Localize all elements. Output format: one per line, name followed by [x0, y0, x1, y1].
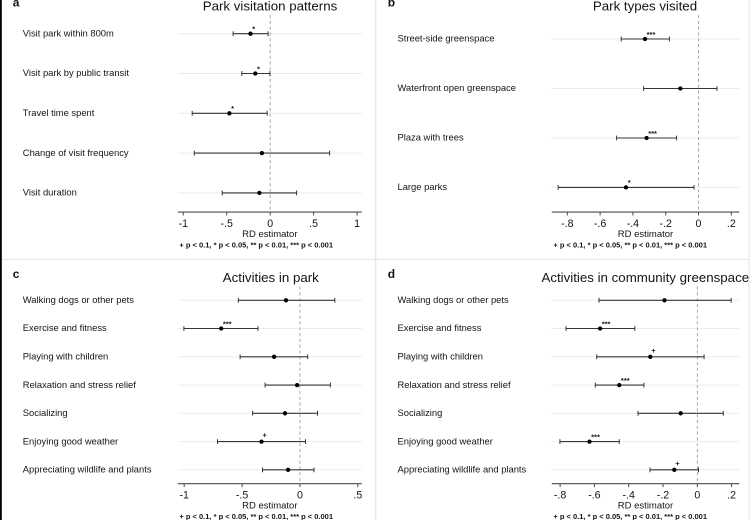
svg-text:Enjoying good weather: Enjoying good weather [398, 435, 493, 446]
svg-text:.2: .2 [727, 489, 736, 501]
svg-text:Park types visited: Park types visited [593, 0, 697, 13]
svg-text:.5: .5 [309, 218, 318, 230]
svg-text:-.6: -.6 [594, 218, 606, 230]
svg-text:0: 0 [694, 489, 700, 501]
svg-text:-.5: -.5 [236, 489, 248, 501]
svg-text:Exercise and fitness: Exercise and fitness [23, 322, 107, 333]
svg-text:+ p < 0.1, * p < 0.05, ** p <: + p < 0.1, * p < 0.05, ** p < 0.01, *** … [553, 240, 707, 249]
svg-text:0: 0 [297, 489, 303, 501]
svg-text:+: + [651, 346, 656, 355]
svg-text:c: c [13, 267, 20, 281]
svg-text:Relaxation and stress relief: Relaxation and stress relief [23, 379, 136, 390]
svg-text:a: a [13, 0, 20, 10]
svg-text:***: *** [591, 432, 600, 441]
svg-text:Visit park within 800m: Visit park within 800m [23, 27, 114, 38]
svg-text:Plaza with trees: Plaza with trees [398, 132, 464, 143]
svg-text:***: *** [648, 129, 657, 138]
svg-text:Park visitation patterns: Park visitation patterns [203, 0, 338, 13]
svg-text:b: b [388, 0, 395, 10]
svg-text:*: * [257, 64, 260, 73]
svg-text:Visit park by public transit: Visit park by public transit [23, 67, 130, 78]
svg-text:-1: -1 [179, 218, 189, 230]
svg-text:0: 0 [696, 218, 702, 230]
svg-text:Relaxation and stress relief: Relaxation and stress relief [398, 379, 511, 390]
svg-text:Walking dogs or other pets: Walking dogs or other pets [398, 294, 509, 305]
svg-text:Large parks: Large parks [398, 181, 448, 192]
svg-text:-.2: -.2 [657, 489, 669, 501]
svg-text:1: 1 [354, 218, 360, 230]
svg-text:-.8: -.8 [561, 218, 573, 230]
svg-text:Appreciating wildlife and plan: Appreciating wildlife and plants [23, 464, 152, 475]
svg-text:*: * [628, 178, 631, 187]
svg-text:Travel time spent: Travel time spent [23, 107, 95, 118]
svg-text:Enjoying good weather: Enjoying good weather [23, 435, 118, 446]
svg-text:.5: .5 [353, 489, 362, 501]
svg-text:-.5: -.5 [221, 218, 233, 230]
svg-text:Visit duration: Visit duration [23, 187, 77, 198]
svg-text:+ p < 0.1, * p < 0.05, ** p <: + p < 0.1, * p < 0.05, ** p < 0.01, *** … [553, 512, 707, 520]
svg-text:Activities in park: Activities in park [223, 270, 319, 285]
svg-text:***: *** [223, 319, 232, 328]
svg-text:Change of visit frequency: Change of visit frequency [23, 147, 129, 158]
svg-text:-.6: -.6 [588, 489, 600, 501]
svg-text:Exercise and fitness: Exercise and fitness [398, 322, 482, 333]
svg-text:-.4: -.4 [623, 489, 635, 501]
svg-text:Playing with children: Playing with children [398, 351, 483, 362]
svg-text:Waterfront open greenspace: Waterfront open greenspace [398, 82, 516, 93]
svg-text:Walking dogs or other pets: Walking dogs or other pets [23, 294, 134, 305]
svg-text:*: * [231, 104, 234, 113]
svg-text:0: 0 [267, 218, 273, 230]
svg-text:+: + [675, 459, 680, 468]
svg-text:RD estimator: RD estimator [242, 500, 297, 511]
svg-text:Activities in community greens: Activities in community greenspace [541, 270, 749, 285]
svg-text:-1: -1 [179, 489, 189, 501]
svg-text:***: *** [621, 376, 630, 385]
svg-text:Socializing: Socializing [398, 407, 443, 418]
svg-text:+ p < 0.1, * p < 0.05, ** p <: + p < 0.1, * p < 0.05, ** p < 0.01, *** … [179, 512, 333, 520]
svg-text:RD estimator: RD estimator [618, 500, 673, 511]
svg-text:***: *** [602, 319, 611, 328]
svg-text:RD estimator: RD estimator [618, 229, 673, 240]
svg-text:-.4: -.4 [627, 218, 639, 230]
svg-text:Socializing: Socializing [23, 407, 68, 418]
svg-text:+ p < 0.1, * p < 0.05, ** p <: + p < 0.1, * p < 0.05, ** p < 0.01, *** … [179, 240, 333, 249]
svg-text:Appreciating wildlife and plan: Appreciating wildlife and plants [398, 464, 527, 475]
svg-text:.2: .2 [727, 218, 736, 230]
svg-text:-.2: -.2 [660, 218, 672, 230]
svg-text:***: *** [647, 30, 656, 39]
svg-text:+: + [263, 431, 268, 440]
svg-text:Street-side greenspace: Street-side greenspace [398, 33, 495, 44]
svg-text:Playing with children: Playing with children [23, 351, 108, 362]
svg-text:*: * [252, 25, 255, 34]
svg-text:d: d [388, 267, 395, 281]
svg-text:RD estimator: RD estimator [242, 229, 297, 240]
svg-text:-.8: -.8 [554, 489, 566, 501]
